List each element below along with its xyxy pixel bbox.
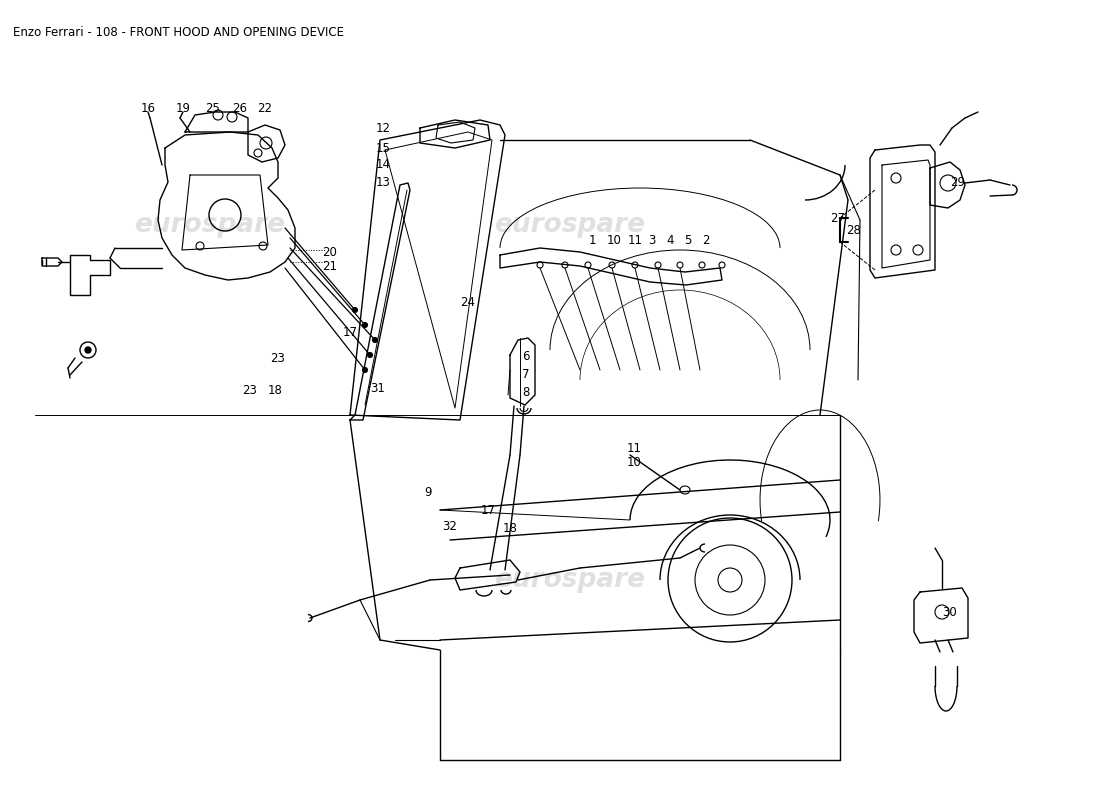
- Text: Enzo Ferrari - 108 - FRONT HOOD AND OPENING DEVICE: Enzo Ferrari - 108 - FRONT HOOD AND OPEN…: [13, 26, 344, 38]
- Circle shape: [363, 322, 367, 327]
- Text: 11: 11: [627, 442, 641, 454]
- Text: 14: 14: [375, 158, 390, 171]
- Circle shape: [363, 367, 367, 373]
- Text: 20: 20: [322, 246, 338, 258]
- Text: 17: 17: [481, 503, 495, 517]
- Circle shape: [85, 347, 91, 353]
- Text: 30: 30: [943, 606, 957, 618]
- Text: 29: 29: [950, 177, 966, 190]
- Text: eurospare: eurospare: [134, 212, 286, 238]
- Text: 15: 15: [375, 142, 390, 154]
- Text: 3: 3: [648, 234, 656, 246]
- Text: 24: 24: [461, 295, 475, 309]
- Text: 10: 10: [606, 234, 621, 246]
- Text: 10: 10: [627, 457, 641, 470]
- Text: 17: 17: [342, 326, 358, 338]
- Text: 25: 25: [206, 102, 220, 114]
- Text: 11: 11: [627, 234, 642, 246]
- Text: 19: 19: [176, 102, 190, 114]
- Text: 28: 28: [847, 223, 861, 237]
- Text: 2: 2: [702, 234, 710, 246]
- Text: 4: 4: [667, 234, 673, 246]
- Text: 31: 31: [371, 382, 385, 394]
- Text: 8: 8: [522, 386, 530, 399]
- Text: 18: 18: [267, 383, 283, 397]
- Circle shape: [367, 353, 373, 358]
- Text: 1: 1: [588, 234, 596, 246]
- Text: 23: 23: [271, 351, 285, 365]
- Text: 23: 23: [243, 383, 257, 397]
- Text: 16: 16: [141, 102, 155, 114]
- Text: 21: 21: [322, 259, 338, 273]
- Text: 26: 26: [232, 102, 248, 114]
- Circle shape: [352, 307, 358, 313]
- Text: 27: 27: [830, 211, 846, 225]
- Circle shape: [373, 338, 377, 342]
- Text: 18: 18: [503, 522, 517, 534]
- Text: 5: 5: [684, 234, 692, 246]
- Text: eurospare: eurospare: [495, 212, 646, 238]
- Text: 9: 9: [425, 486, 431, 498]
- Text: 6: 6: [522, 350, 530, 363]
- Text: 12: 12: [375, 122, 390, 134]
- Text: 32: 32: [442, 519, 458, 533]
- Text: 22: 22: [257, 102, 273, 114]
- Text: 7: 7: [522, 369, 530, 382]
- Text: eurospare: eurospare: [495, 567, 646, 593]
- Text: 13: 13: [375, 175, 390, 189]
